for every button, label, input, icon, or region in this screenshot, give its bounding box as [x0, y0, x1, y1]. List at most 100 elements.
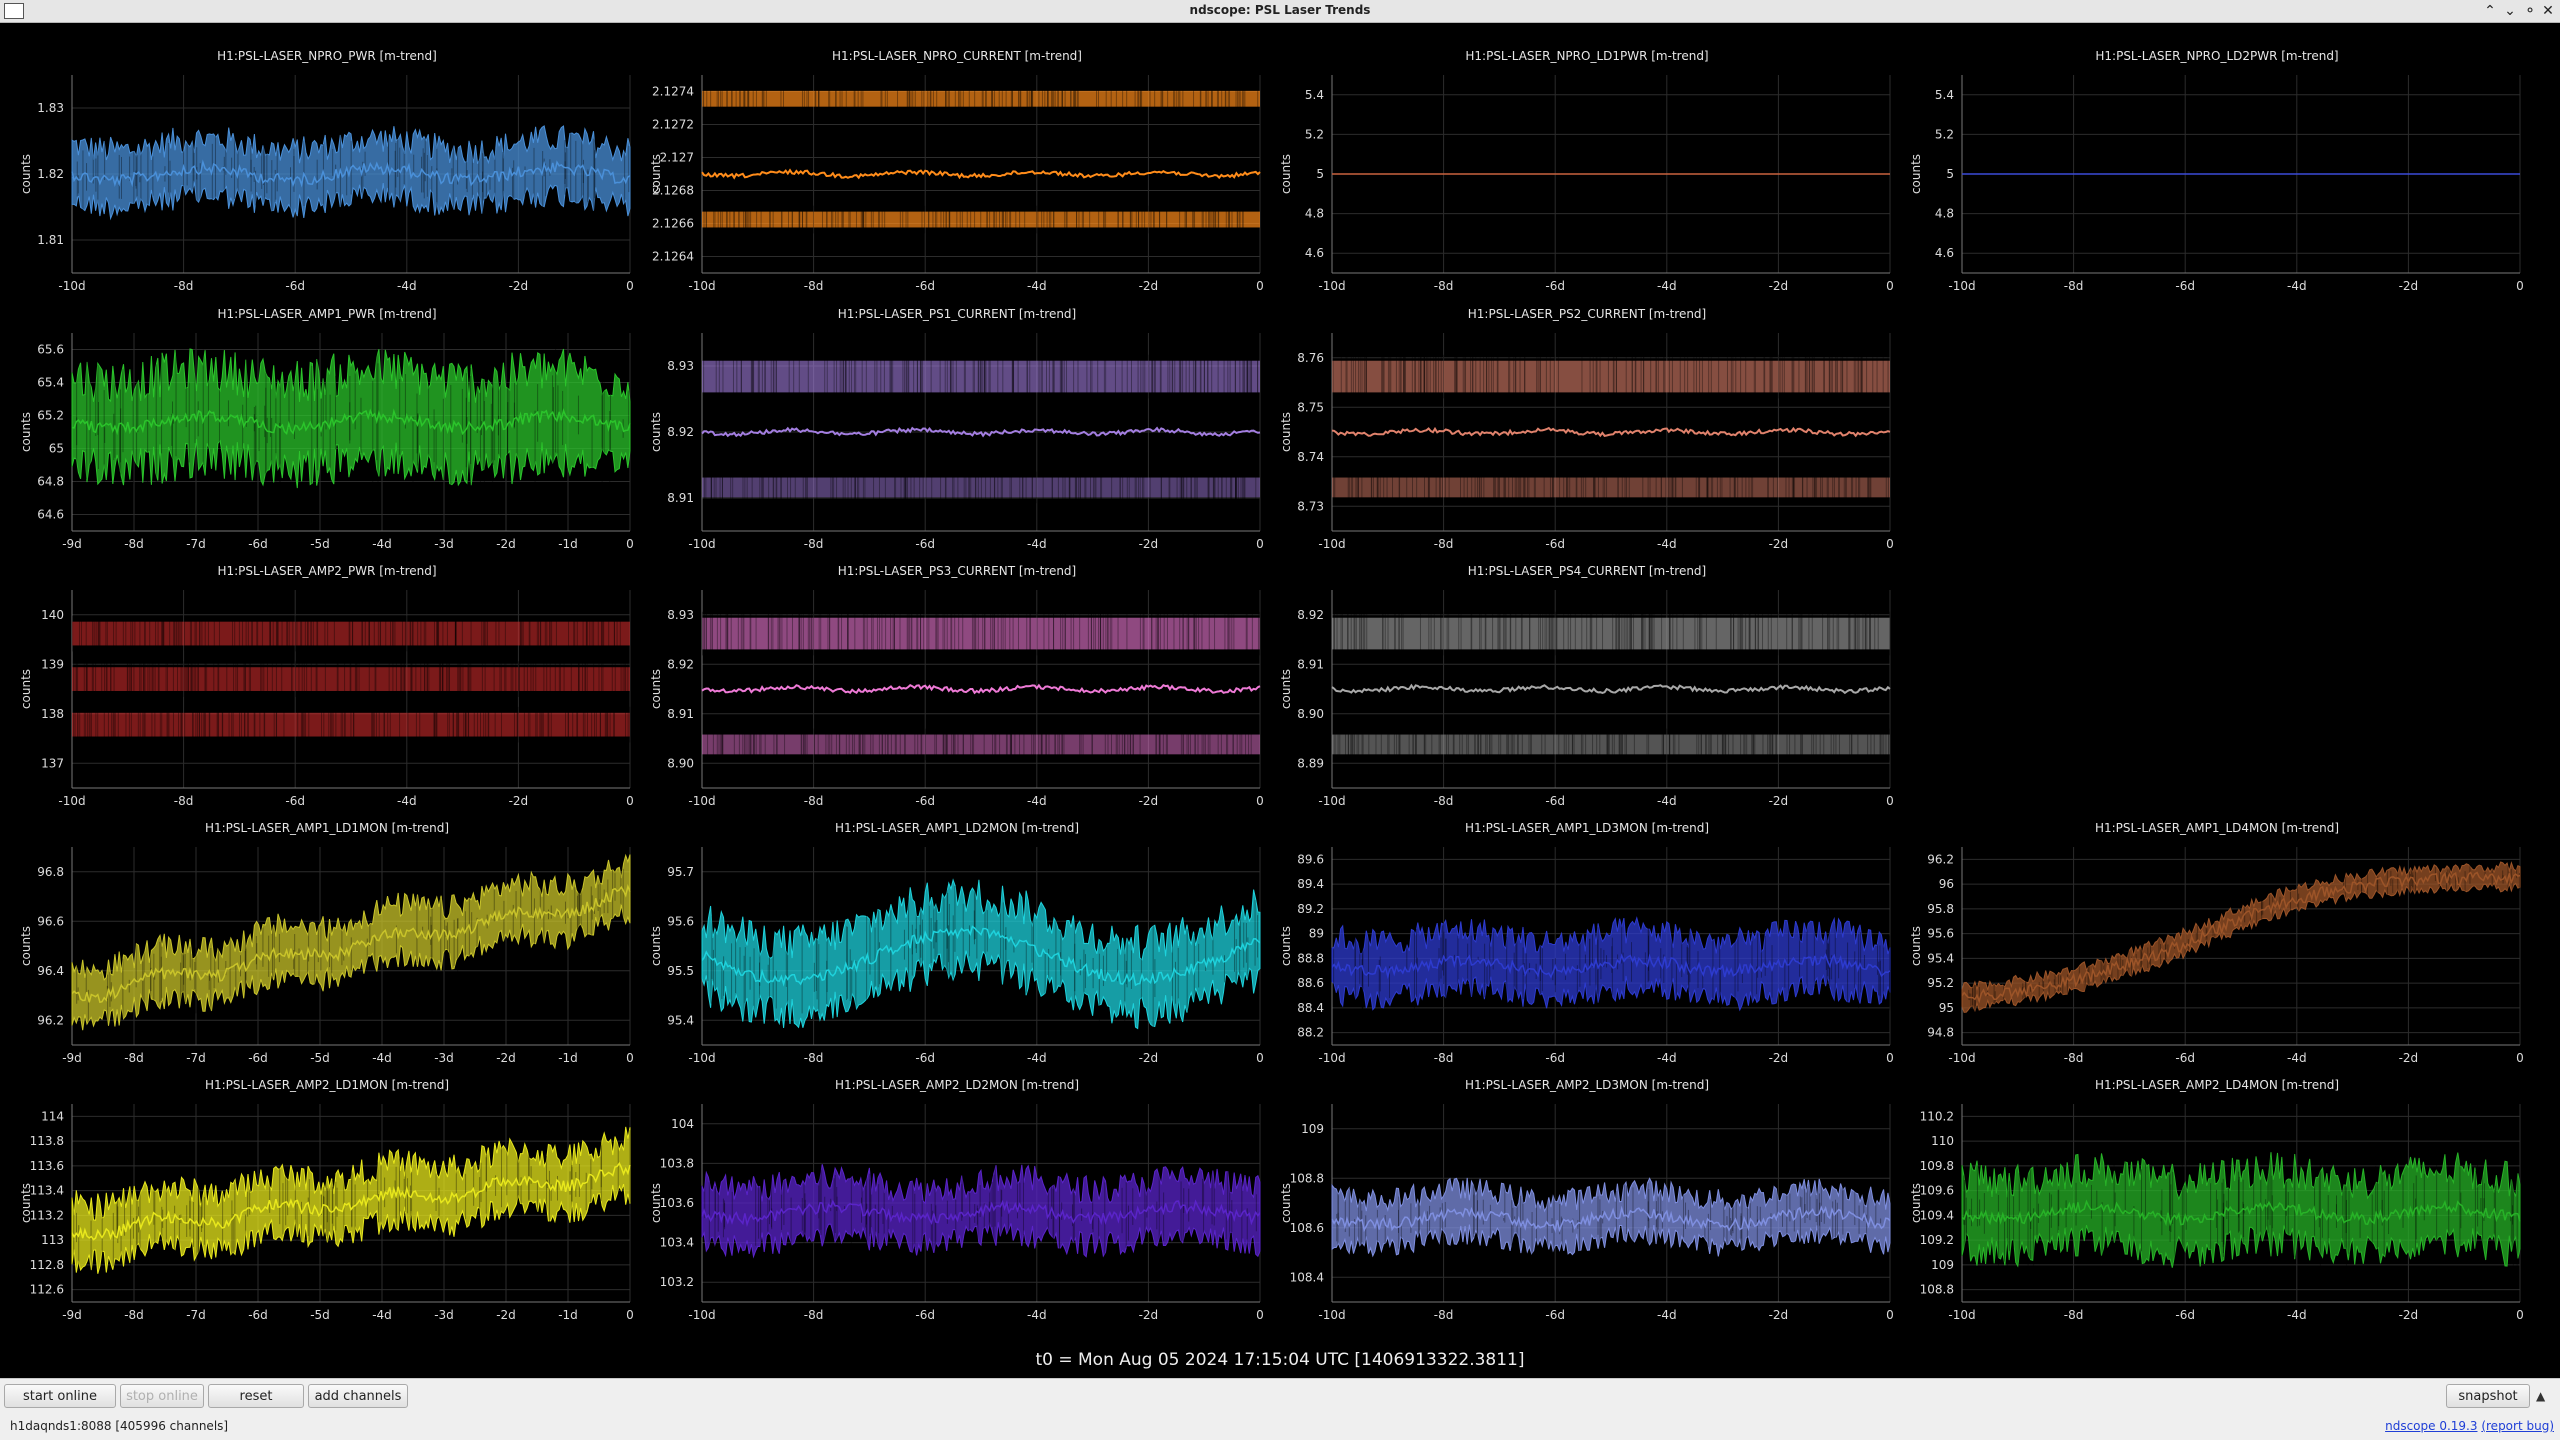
x-tick-label: -6d: [915, 1051, 935, 1065]
plot-grid[interactable]: 1.83 1.82 1.81 -10d -8d -6d -4d -2d 0 counts H1:PS…: [0, 23, 2560, 1378]
plot-npro-pwr[interactable]: 1.83 1.82 1.81 -10d -8d -6d -4d -2d 0 counts H1:PS…: [12, 49, 642, 301]
plot-amp1-pwr[interactable]: 65.6 65.4 65.2 65 64.8 64.6 -9d -8d -7d -6d -5d -4d…: [12, 307, 642, 559]
plot-canvas[interactable]: 95.7 95.6 95.5 95.4 -10d -8d -6d -4d -2d 0 counts: [642, 821, 1272, 1073]
envelope-band: [1332, 734, 1890, 755]
y-tick-label: 65.2: [37, 409, 64, 423]
x-tick-label: -4d: [372, 537, 392, 551]
y-tick-label: 109.2: [1920, 1233, 1954, 1247]
plot-canvas[interactable]: 96.8 96.6 96.4 96.2 -9d -8d -7d -6d -5d -4d -3d -2d…: [12, 821, 642, 1073]
x-tick-label: -7d: [186, 1308, 206, 1322]
close-icon[interactable]: ✕: [2542, 3, 2554, 19]
trace-line: [1331, 683, 1891, 695]
x-tick-label: -8d: [1434, 1308, 1454, 1322]
restore-icon[interactable]: ⚬: [2524, 3, 2536, 19]
plot-amp2-pwr[interactable]: 140 139 138 137 -10d -8d -6d -4d -2d 0 counts H1:PS…: [12, 564, 642, 816]
x-tick-label: -8d: [1434, 794, 1454, 808]
plot-ps2-current[interactable]: 8.76 8.75 8.74 8.73 -10d -8d -6d -4d -2d 0 counts H…: [1272, 307, 1902, 559]
plot-canvas[interactable]: 2.1274 2.1272 2.127 2.1268 2.1266 2.1264 -10d -…: [642, 49, 1272, 301]
plot-canvas[interactable]: 89.6 89.4 89.2 89 88.8 88.6 88.4 88.2 -10d -8d -6d…: [1272, 821, 1902, 1073]
plot-amp1-ld4mon[interactable]: 96.2 96 95.8 95.6 95.4 95.2 95 94.8 -10d -8d -6d -4…: [1902, 821, 2532, 1073]
stop-online-button: stop online: [120, 1384, 204, 1408]
plot-canvas[interactable]: 96.2 96 95.8 95.6 95.4 95.2 95 94.8 -10d -8d -6d -4…: [1902, 821, 2532, 1073]
y-tick-label: 110: [1931, 1134, 1954, 1148]
y-tick-label: 114: [41, 1109, 64, 1123]
x-tick-label: -2d: [1769, 1051, 1789, 1065]
plot-amp2-ld4mon[interactable]: 110.2 110 109.8 109.6 109.4 109.2 109 108.8 -10d…: [1902, 1078, 2532, 1330]
x-tick-label: -8d: [124, 537, 144, 551]
plot-title: H1:PSL-LASER_AMP2_LD3MON [m-trend]: [1464, 1078, 1709, 1092]
plot-title: H1:PSL-LASER_AMP2_LD4MON [m-trend]: [2094, 1078, 2339, 1092]
y-tick-label: 8.93: [667, 359, 694, 373]
plot-amp2-ld2mon[interactable]: 104 103.8 103.6 103.4 103.2 -10d -8d -6d -4d -2d 0…: [642, 1078, 1272, 1330]
plot-canvas[interactable]: 1.83 1.82 1.81 -10d -8d -6d -4d -2d 0 counts: [12, 49, 642, 301]
plot-canvas[interactable]: 110.2 110 109.8 109.6 109.4 109.2 109 108.8 -10d…: [1902, 1078, 2532, 1330]
plot-npro-ld2pwr[interactable]: 5.4 5.2 5 4.8 4.6 -10d -8d -6d -4d -2d 0 counts H1:P…: [1902, 49, 2532, 301]
x-tick-label: -8d: [804, 537, 824, 551]
envelope-band: [702, 617, 1260, 650]
plot-amp1-ld3mon[interactable]: 89.6 89.4 89.2 89 88.8 88.6 88.4 88.2 -10d -8d -6d…: [1272, 821, 1902, 1073]
y-axis-label: counts: [649, 412, 663, 452]
report-bug-link[interactable]: (report bug): [2481, 1419, 2554, 1433]
plot-title: H1:PSL-LASER_AMP2_LD1MON [m-trend]: [204, 1078, 449, 1092]
x-tick-label: -6d: [285, 794, 305, 808]
x-tick-label: 0: [626, 537, 634, 551]
envelope-band: [72, 667, 630, 691]
y-tick-label: 95.6: [1927, 927, 1954, 941]
envelope-band: [701, 878, 1261, 1030]
plot-title: H1:PSL-LASER_NPRO_LD1PWR [m-trend]: [1465, 49, 1709, 63]
plot-amp1-ld1mon[interactable]: 96.8 96.6 96.4 96.2 -9d -8d -7d -6d -5d -4d -3d -2d…: [12, 821, 642, 1073]
x-tick-label: -8d: [804, 279, 824, 293]
plot-ps1-current[interactable]: 8.93 8.92 8.91 -10d -8d -6d -4d -2d 0 counts H1:PS…: [642, 307, 1272, 559]
plot-amp2-ld1mon[interactable]: 114 113.8 113.6 113.4 113.2 113 112.8 112.6 -9d -…: [12, 1078, 642, 1330]
x-tick-label: -6d: [2175, 279, 2195, 293]
plot-canvas[interactable]: 104 103.8 103.6 103.4 103.2 -10d -8d -6d -4d -2d 0…: [642, 1078, 1272, 1330]
y-tick-label: 89: [1309, 927, 1324, 941]
plot-canvas[interactable]: 109 108.8 108.6 108.4 -10d -8d -6d -4d -2d 0 count…: [1272, 1078, 1902, 1330]
plot-title: H1:PSL-LASER_PS3_CURRENT [m-trend]: [837, 564, 1077, 578]
plot-amp1-ld2mon[interactable]: 95.7 95.6 95.5 95.4 -10d -8d -6d -4d -2d 0 counts H…: [642, 821, 1272, 1073]
y-tick-label: 4.8: [1305, 207, 1324, 221]
start-online-button[interactable]: start online: [4, 1384, 116, 1408]
y-tick-label: 113.8: [30, 1134, 64, 1148]
plot-canvas[interactable]: 5.4 5.2 5 4.8 4.6 -10d -8d -6d -4d -2d 0 counts: [1272, 49, 1902, 301]
add-channels-button[interactable]: add channels: [308, 1384, 408, 1408]
plot-ps4-current[interactable]: 8.92 8.91 8.90 8.89 -10d -8d -6d -4d -2d 0 counts H…: [1272, 564, 1902, 816]
x-tick-label: -1d: [558, 1051, 578, 1065]
snapshot-button[interactable]: snapshot: [2446, 1384, 2530, 1408]
x-tick-label: -2d: [496, 1308, 516, 1322]
plot-canvas[interactable]: 114 113.8 113.6 113.4 113.2 113 112.8 112.6 -9d -…: [12, 1078, 642, 1330]
y-tick-label: 89.2: [1297, 902, 1324, 916]
x-tick-label: -4d: [1027, 1308, 1047, 1322]
minimize-icon[interactable]: ⌃: [2484, 3, 2496, 19]
plot-canvas[interactable]: 8.93 8.92 8.91 8.90 -10d -8d -6d -4d -2d 0 counts: [642, 564, 1272, 816]
y-axis-label: counts: [649, 669, 663, 709]
x-tick-label: 0: [2516, 1051, 2524, 1065]
plot-npro-ld1pwr[interactable]: 5.4 5.2 5 4.8 4.6 -10d -8d -6d -4d -2d 0 counts H1:P…: [1272, 49, 1902, 301]
y-axis-label: counts: [19, 926, 33, 966]
x-tick-label: -3d: [434, 1308, 454, 1322]
x-tick-label: -5d: [310, 1308, 330, 1322]
maximize-icon[interactable]: ⌄: [2504, 3, 2516, 19]
envelope-band: [1332, 360, 1890, 393]
plot-ps3-current[interactable]: 8.93 8.92 8.91 8.90 -10d -8d -6d -4d -2d 0 counts H…: [642, 564, 1272, 816]
y-axis-label: counts: [1279, 1183, 1293, 1223]
y-axis-label: counts: [649, 926, 663, 966]
plot-npro-current[interactable]: 2.1274 2.1272 2.127 2.1268 2.1266 2.1264 -10d -…: [642, 49, 1272, 301]
plot-amp2-ld3mon[interactable]: 109 108.8 108.6 108.4 -10d -8d -6d -4d -2d 0 count…: [1272, 1078, 1902, 1330]
x-tick-label: -2d: [496, 537, 516, 551]
x-tick-label: -8d: [124, 1308, 144, 1322]
version-link[interactable]: ndscope 0.19.3: [2385, 1419, 2478, 1433]
plot-canvas[interactable]: 5.4 5.2 5 4.8 4.6 -10d -8d -6d -4d -2d 0 counts: [1902, 49, 2532, 301]
plot-canvas[interactable]: 8.93 8.92 8.91 -10d -8d -6d -4d -2d 0 counts: [642, 307, 1272, 559]
plot-canvas[interactable]: 8.76 8.75 8.74 8.73 -10d -8d -6d -4d -2d 0 counts: [1272, 307, 1902, 559]
envelope-band: [1331, 916, 1891, 1012]
expand-arrow-icon[interactable]: ▲: [2536, 1389, 2546, 1403]
plot-canvas[interactable]: 140 139 138 137 -10d -8d -6d -4d -2d 0 counts: [12, 564, 642, 816]
plot-canvas[interactable]: 8.92 8.91 8.90 8.89 -10d -8d -6d -4d -2d 0 counts: [1272, 564, 1902, 816]
plot-canvas[interactable]: 65.6 65.4 65.2 65 64.8 64.6 -9d -8d -7d -6d -5d -4d…: [12, 307, 642, 559]
x-tick-label: -6d: [1545, 794, 1565, 808]
x-tick-label: -1d: [558, 537, 578, 551]
reset-button[interactable]: reset: [208, 1384, 304, 1408]
channel-count: [405996 channels]: [115, 1419, 229, 1433]
x-tick-label: -8d: [804, 794, 824, 808]
